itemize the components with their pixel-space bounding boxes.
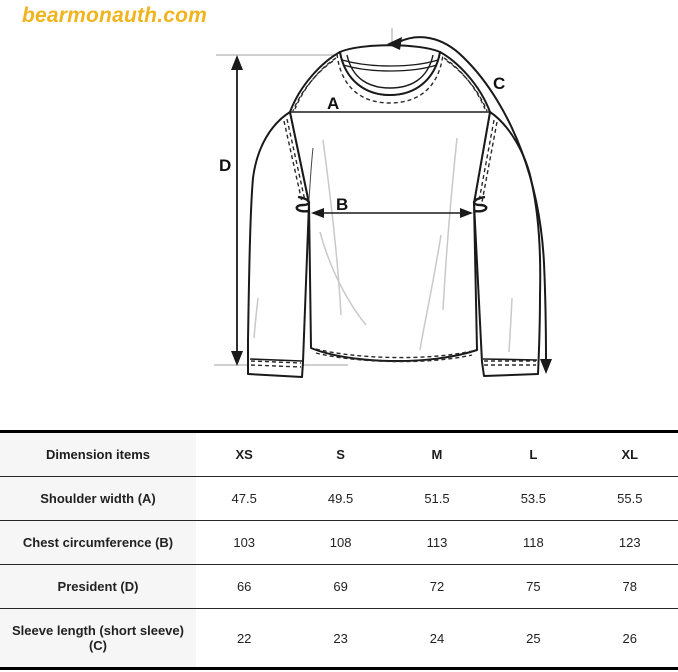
size-value: 22 — [236, 630, 252, 646]
size-value: 55.5 — [617, 491, 643, 506]
column-header-s: S — [336, 447, 345, 462]
size-value: 113 — [426, 535, 448, 550]
row-label: Sleeve length (short sleeve) (C) — [0, 608, 196, 669]
stitch-lines — [250, 53, 536, 368]
size-value: 103 — [233, 535, 256, 550]
size-value: 26 — [622, 630, 638, 646]
table-row: Sleeve length (short sleeve) (C) 22 23 2… — [0, 608, 678, 669]
size-value: 66 — [236, 579, 252, 594]
size-chart-table: Dimension items XS S M L XL Shoulder wid… — [0, 430, 678, 670]
size-value: 49.5 — [327, 491, 354, 506]
size-value: 47.5 — [231, 491, 257, 506]
row-label: Shoulder width (A) — [0, 476, 196, 521]
column-header-dimension: Dimension items — [0, 431, 196, 477]
right-sleeve — [473, 111, 542, 377]
size-value: 53.5 — [520, 491, 547, 506]
column-header-l: L — [529, 447, 538, 462]
brand-watermark: bearmonauth.com — [22, 4, 208, 27]
table-row: Shoulder width (A) 47.5 49.5 51.5 53.5 5… — [0, 476, 678, 521]
row-label: Chest circumference (B) — [0, 520, 196, 565]
size-value: 25 — [526, 630, 541, 646]
size-value: 108 — [329, 535, 352, 550]
armpit-mark-left — [295, 195, 311, 213]
shirt-diagram-svg: A B D C — [214, 28, 552, 378]
measure-d: D — [219, 55, 243, 366]
size-value: 118 — [523, 535, 544, 550]
measure-a: A — [290, 94, 490, 113]
size-value: 69 — [333, 579, 348, 594]
fold-lines — [253, 137, 513, 353]
size-value: 72 — [429, 579, 445, 594]
size-value: 75 — [526, 579, 541, 594]
table-header-row: Dimension items XS S M L XL — [0, 431, 678, 477]
size-value: 24 — [429, 630, 445, 646]
column-header-xl: XL — [621, 447, 639, 462]
column-header-xs: XS — [235, 447, 253, 462]
armpit-mark-right — [472, 195, 488, 213]
measure-b: B — [295, 195, 488, 218]
table-row: President (D) 66 69 72 75 78 — [0, 564, 678, 609]
collar — [338, 44, 442, 97]
column-header-m: M — [431, 447, 443, 462]
measure-label-b: B — [336, 195, 348, 214]
measure-label-c: C — [493, 74, 505, 93]
size-value: 123 — [618, 535, 641, 550]
table-row: Chest circumference (B) 103 108 113 118 … — [0, 520, 678, 565]
shirt-body — [253, 51, 513, 362]
measure-label-d: D — [219, 156, 231, 175]
left-sleeve — [247, 111, 310, 378]
shirt-diagram: A B D C — [214, 28, 552, 378]
measure-label-a: A — [327, 94, 339, 113]
size-value: 78 — [622, 579, 638, 594]
size-value: 51.5 — [424, 491, 450, 506]
measure-c: C — [387, 36, 552, 374]
row-label: President (D) — [0, 564, 196, 609]
size-value: 23 — [333, 630, 348, 646]
